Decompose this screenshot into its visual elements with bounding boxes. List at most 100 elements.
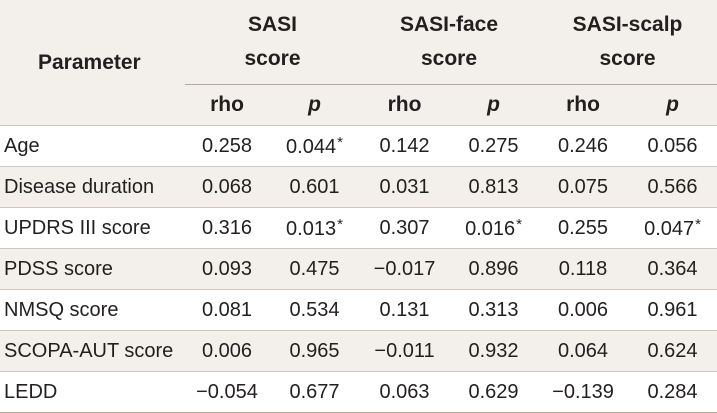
cell-rho: 0.307 (360, 207, 450, 249)
cell-p: 0.624 (628, 330, 717, 372)
group-underline (368, 84, 525, 85)
subheader-p: p (628, 84, 717, 126)
subheader-rho: rho (360, 84, 450, 126)
table-row: NMSQ score 0.081 0.534 0.131 0.313 0.006 0.961 (0, 289, 717, 331)
cell-value: 0.006 (558, 298, 609, 321)
subheader-rho: rho (185, 84, 269, 126)
group-underline (190, 84, 345, 85)
cell-rho: 0.063 (360, 371, 450, 413)
cell-p: 0.961 (628, 289, 717, 331)
cell-rho: 0.246 (538, 125, 629, 167)
group-header-sasi-face: SASI-face score (360, 0, 539, 85)
cell-value: 0.307 (379, 216, 430, 239)
subheader-rho: rho (538, 84, 629, 126)
cell-value: 0.275 (468, 134, 519, 157)
group-header-line1: SASI-scalp (572, 13, 683, 36)
cell-value: −0.054 (196, 380, 258, 403)
significance-marker: * (337, 133, 343, 151)
cell-rho: 0.081 (185, 289, 269, 331)
cell-value: −0.017 (373, 257, 436, 280)
cell-rho: −0.017 (360, 248, 450, 290)
cell-p: 0.313 (449, 289, 539, 331)
cell-p: 0.677 (269, 371, 361, 413)
cell-p: 0.965 (269, 330, 361, 372)
row-parameter-name: NMSQ score (0, 289, 185, 331)
cell-p: 0.284 (628, 371, 717, 413)
cell-p: 0.896 (449, 248, 539, 290)
cell-value: 0.258 (201, 134, 253, 157)
row-parameter-name: PDSS score (0, 248, 185, 290)
parameter-header: Parameter (0, 0, 185, 126)
cell-value: 0.316 (201, 216, 253, 239)
cell-p: 0.813 (449, 166, 539, 208)
row-parameter-name: UPDRS III score (0, 207, 185, 249)
cell-value: 0.075 (558, 175, 609, 198)
cell-value: 0.961 (647, 298, 698, 321)
cell-value: 0.534 (289, 298, 340, 321)
cell-value: 0.313 (468, 298, 519, 321)
cell-rho: 0.006 (538, 289, 629, 331)
table-row: SCOPA-AUT score 0.006 0.965 −0.011 0.932 0.06… (0, 330, 717, 372)
table-row: LEDD −0.054 0.677 0.063 0.629 −0.139 0.284 (0, 371, 717, 413)
cell-rho: 0.131 (360, 289, 450, 331)
cell-rho: 0.093 (185, 248, 269, 290)
table-row: PDSS score 0.093 0.475 −0.017 0.896 0.118 0.36… (0, 248, 717, 290)
cell-value: 0.566 (647, 175, 698, 198)
significance-marker: * (516, 215, 522, 233)
table-row: Age 0.258 0.044* 0.142 0.275 0.246 0.056 (0, 125, 717, 167)
cell-value: 0.965 (289, 339, 340, 362)
cell-rho: 0.064 (538, 330, 629, 372)
table-body: Age 0.258 0.044* 0.142 0.275 0.246 0.056 Diseas… (0, 125, 717, 413)
cell-value: 0.064 (558, 339, 609, 362)
significance-marker: * (337, 215, 343, 233)
row-parameter-name: LEDD (0, 371, 185, 413)
cell-value: 0.255 (558, 216, 609, 239)
cell-value: 0.063 (379, 380, 430, 403)
cell-value: 0.364 (647, 257, 698, 280)
cell-value: 0.896 (468, 257, 519, 280)
cell-p: 0.044* (269, 125, 361, 167)
cell-rho: 0.258 (185, 125, 269, 167)
group-header-sasi: SASI score (185, 0, 361, 85)
header-row-subcolumns: rho p rho p rho p (0, 84, 717, 126)
cell-value: 0.006 (201, 339, 253, 362)
group-underline (545, 84, 700, 85)
cell-p: 0.275 (449, 125, 539, 167)
cell-value: −0.011 (374, 339, 435, 362)
cell-rho: −0.011 (360, 330, 450, 372)
group-header-sasi-scalp: SASI-scalp score (538, 0, 717, 85)
cell-p: 0.364 (628, 248, 717, 290)
group-header-line2: score (244, 47, 301, 70)
cell-p: 0.566 (628, 166, 717, 208)
cell-rho: 0.118 (538, 248, 629, 290)
group-header-line1: SASI-face (400, 13, 499, 36)
cell-rho: 0.075 (538, 166, 629, 208)
header-row-groups: Parameter SASI score SASI-face score SAS… (0, 0, 717, 126)
cell-p: 0.016* (449, 207, 539, 249)
cell-value: 0.131 (379, 298, 430, 321)
cell-value: 0.813 (468, 175, 519, 198)
cell-value: 0.601 (289, 175, 340, 198)
cell-p: 0.932 (449, 330, 539, 372)
cell-rho: −0.139 (538, 371, 629, 413)
cell-value: 0.142 (379, 134, 430, 157)
cell-rho: 0.031 (360, 166, 450, 208)
cell-value: 0.044 (286, 135, 337, 158)
cell-value: 0.246 (558, 134, 609, 157)
cell-value: 0.016 (465, 217, 516, 240)
cell-value: 0.677 (289, 380, 340, 403)
cell-p: 0.629 (449, 371, 539, 413)
cell-value: 0.047 (644, 217, 695, 240)
row-parameter-name: SCOPA-AUT score (0, 330, 185, 372)
cell-p: 0.047* (628, 207, 717, 249)
group-header-line1: SASI (248, 13, 298, 36)
cell-value: 0.118 (558, 257, 608, 280)
cell-value: 0.284 (647, 380, 698, 403)
subheader-p: p (269, 84, 361, 126)
group-header-line2: score (421, 47, 478, 70)
row-parameter-name: Age (0, 125, 185, 167)
cell-p: 0.601 (269, 166, 361, 208)
cell-rho: 0.316 (185, 207, 269, 249)
cell-value: 0.013 (286, 217, 337, 240)
